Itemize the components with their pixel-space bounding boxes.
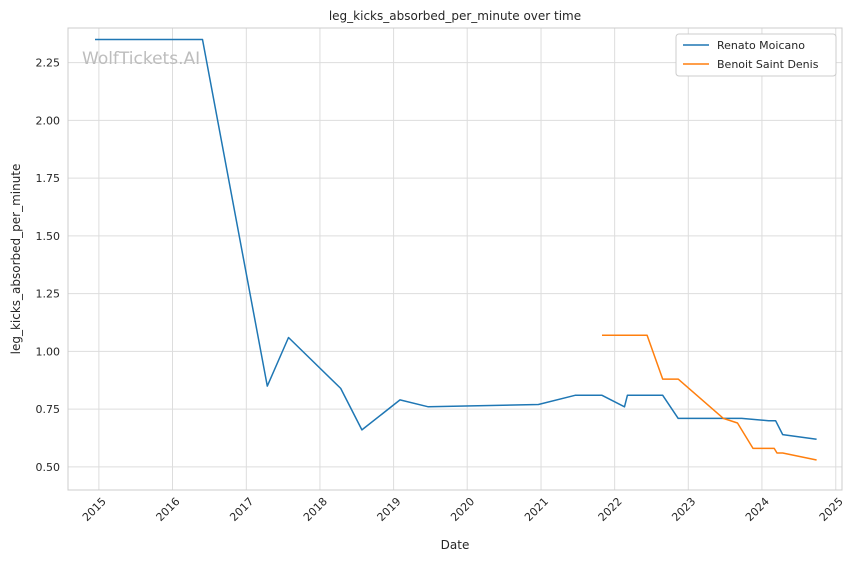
y-tick-label: 2.25	[36, 57, 61, 70]
grid-lines	[68, 28, 842, 490]
plot-background	[68, 28, 842, 490]
legend-label: Benoit Saint Denis	[717, 58, 819, 71]
legend: Renato Moicano Benoit Saint Denis	[675, 33, 837, 77]
y-axis-title: leg_kicks_absorbed_per_minute	[9, 164, 23, 355]
x-tick-label: 2022	[596, 495, 625, 524]
series-line-1	[602, 334, 817, 461]
legend-label: Renato Moicano	[717, 39, 805, 52]
y-tick-label: 1.00	[36, 345, 61, 358]
x-tick-label: 2015	[80, 495, 109, 524]
x-tick-label: 2024	[743, 495, 772, 524]
series-layer	[95, 38, 817, 461]
y-tick-label: 0.50	[36, 461, 61, 474]
x-tick-label: 2016	[154, 495, 183, 524]
legend-box	[675, 33, 837, 77]
y-tick-label: 0.75	[36, 403, 61, 416]
x-tick-label: 2021	[522, 495, 551, 524]
plot-frame	[67, 27, 843, 491]
x-tick-label: 2020	[448, 495, 477, 524]
x-tick-label: 2018	[301, 495, 330, 524]
x-tick-labels: 2015 2016 2017 2018 2019 2020 2021 2022 2023 2024…	[80, 495, 846, 524]
y-tick-label: 1.25	[36, 288, 61, 301]
x-tick-label: 2017	[227, 495, 256, 524]
chart-title: leg_kicks_absorbed_per_minute over time	[329, 9, 581, 23]
series-line-0	[95, 38, 817, 440]
y-tick-labels: 0.50 0.75 1.00 1.25 1.50 1.75 2.00 2.25	[36, 57, 61, 474]
x-tick-label: 2025	[817, 495, 846, 524]
x-axis-title: Date	[441, 538, 470, 552]
y-tick-label: 1.50	[36, 230, 61, 243]
x-tick-label: 2019	[375, 495, 404, 524]
watermark: WolfTickets.AI	[82, 49, 200, 69]
x-tick-label: 2023	[669, 495, 698, 524]
y-tick-label: 1.75	[36, 172, 61, 185]
y-tick-label: 2.00	[36, 114, 61, 127]
